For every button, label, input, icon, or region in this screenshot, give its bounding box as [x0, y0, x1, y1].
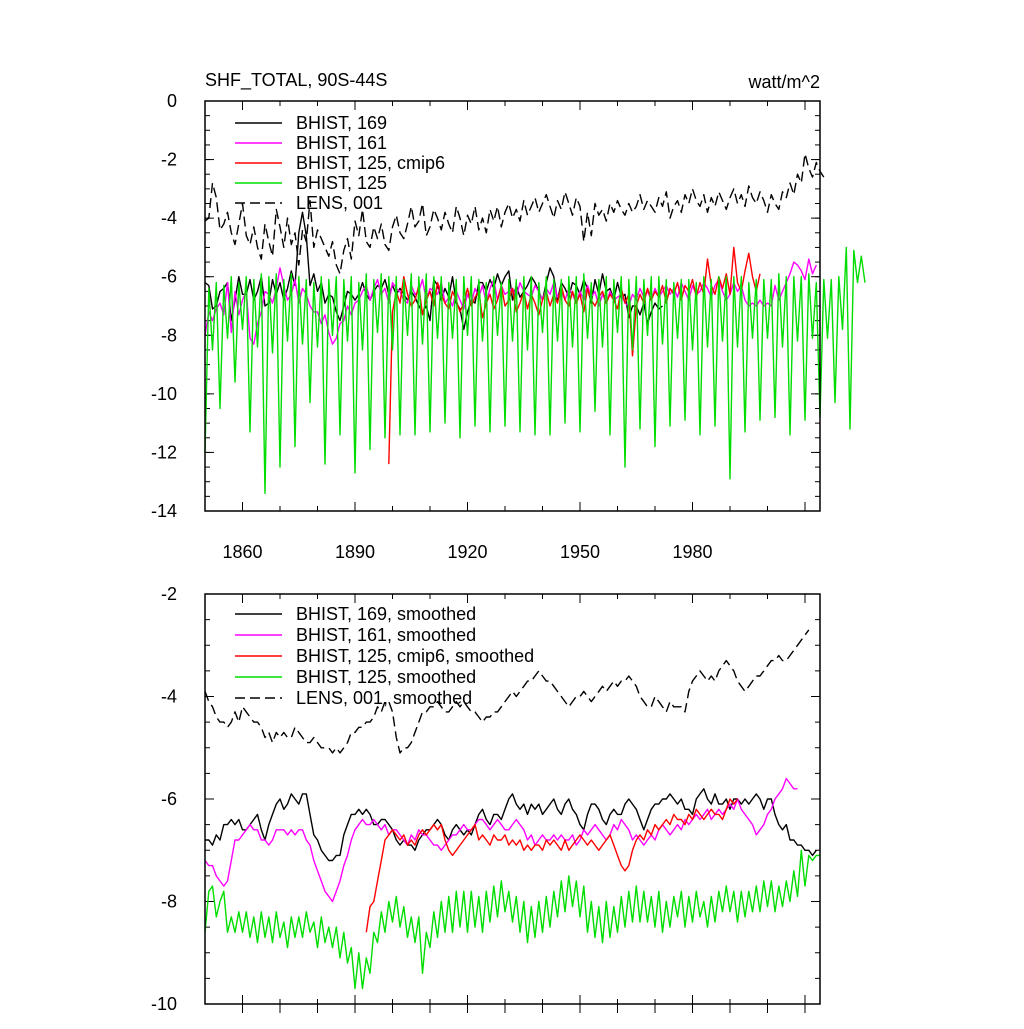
legend-label: BHIST, 125, cmip6 — [296, 153, 445, 173]
x-tick-label: 1920 — [447, 542, 487, 562]
x-tick-label: 1860 — [222, 542, 262, 562]
legend-label: LENS, 001, smoothed — [296, 688, 472, 708]
legend-label: BHIST, 169, smoothed — [296, 604, 476, 624]
legend-label: BHIST, 161, smoothed — [296, 625, 476, 645]
x-tick-label: 1890 — [335, 542, 375, 562]
series-line-4 — [204, 629, 810, 754]
top-panel-frame — [204, 100, 821, 512]
y-tick-label: -14 — [151, 501, 177, 521]
legend-label: BHIST, 169 — [296, 113, 387, 133]
series-line-2 — [365, 798, 739, 933]
y-tick-label: -2 — [161, 150, 177, 170]
y-tick-label: -4 — [161, 687, 177, 707]
x-tick-label: 1950 — [560, 542, 600, 562]
y-tick-label: -6 — [161, 789, 177, 809]
legend-label: BHIST, 125 — [296, 173, 387, 193]
y-tick-label: -2 — [161, 584, 177, 604]
x-tick-label: 1980 — [672, 542, 712, 562]
series-line-0 — [205, 788, 817, 862]
top-panel-title: SHF_TOTAL, 90S-44S — [205, 70, 387, 91]
y-tick-label: -4 — [161, 208, 177, 228]
top-panel: SHF_TOTAL, 90S-44S watt/m^2 0 -2 -4 -6 -8 -10… — [151, 70, 866, 562]
y-tick-label: -8 — [161, 325, 177, 345]
y-tick-label: -10 — [151, 384, 177, 404]
legend-label: BHIST, 125, smoothed — [296, 667, 476, 687]
legend-label: BHIST, 161 — [296, 133, 387, 153]
series-line-3 — [204, 849, 820, 990]
series-line-4 — [204, 152, 825, 275]
y-tick-label: -10 — [151, 994, 177, 1014]
series-line-0 — [204, 211, 663, 331]
y-tick-label: -12 — [151, 442, 177, 462]
y-tick-label: -8 — [161, 892, 177, 912]
y-tick-label: 0 — [167, 91, 177, 111]
y-tick-label: -6 — [161, 267, 177, 287]
series-line-1 — [204, 777, 798, 903]
legend-label: LENS, 001 — [296, 193, 383, 213]
legend-label: BHIST, 125, cmip6, smoothed — [296, 646, 534, 666]
bottom-panel-frame — [204, 593, 821, 1005]
top-panel-units: watt/m^2 — [748, 72, 820, 92]
series-line-3 — [204, 246, 866, 495]
